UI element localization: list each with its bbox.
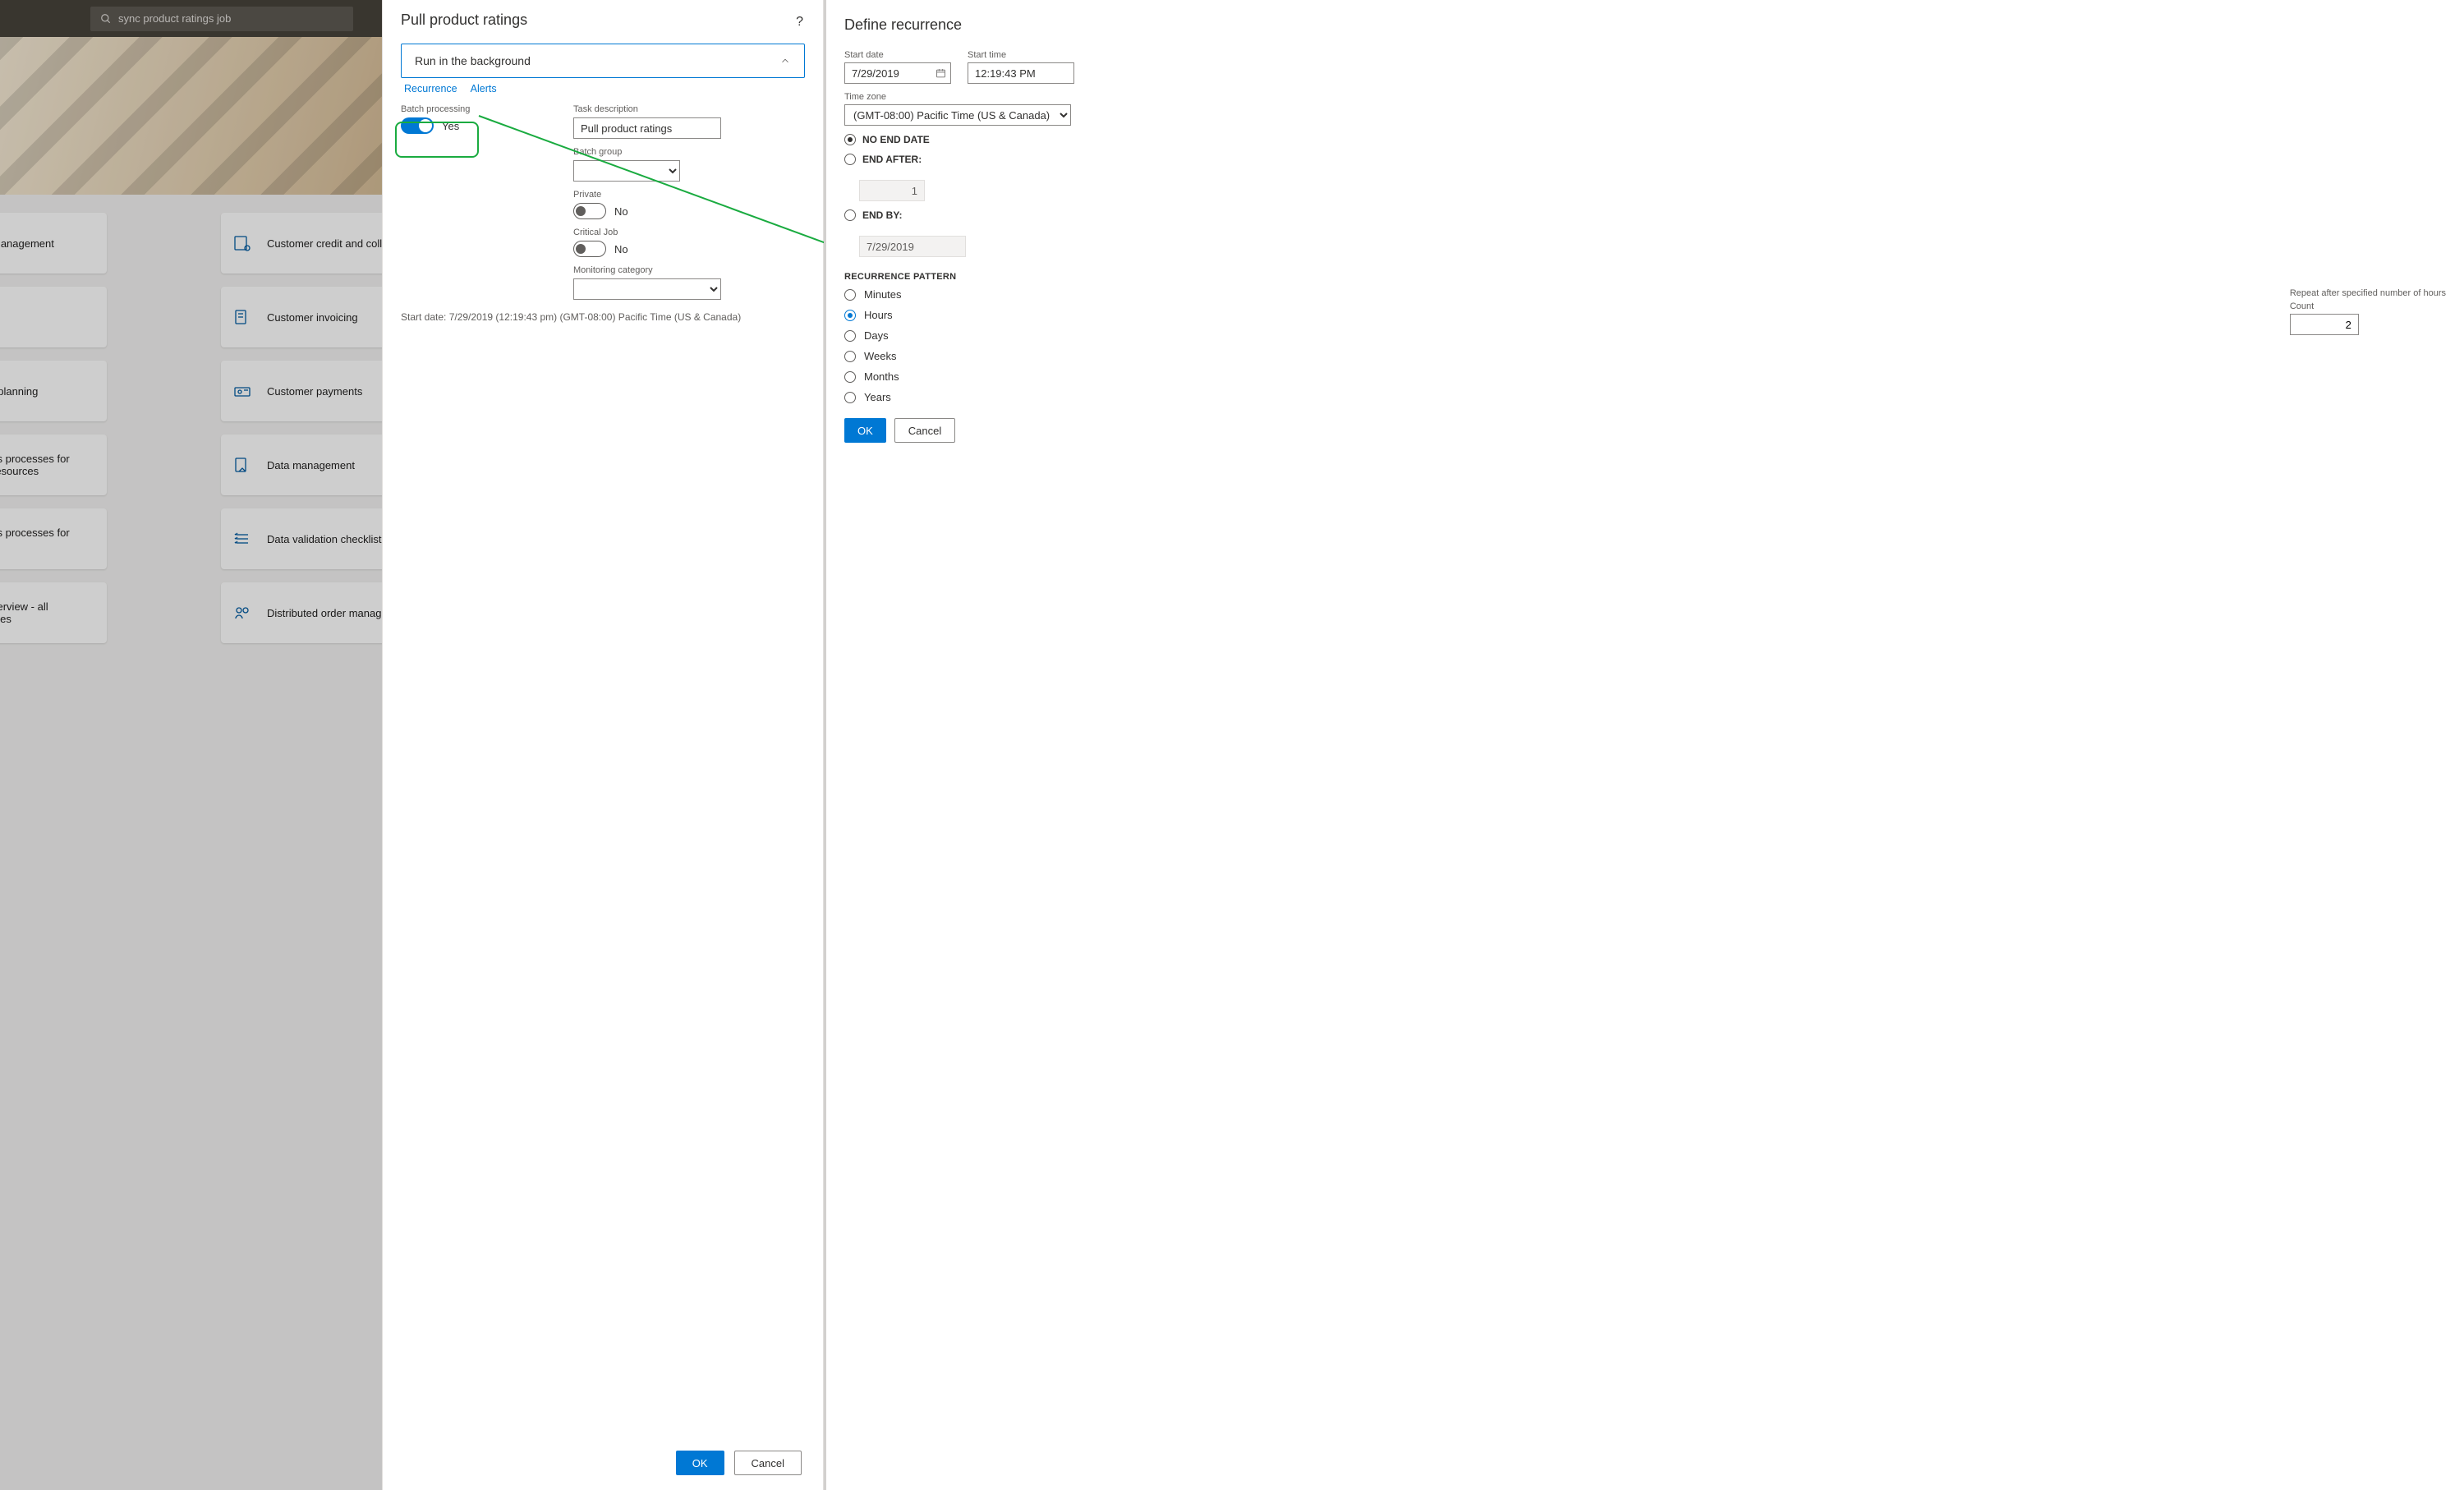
panel-title: Pull product ratings (401, 11, 805, 29)
task-description-input[interactable] (573, 117, 721, 139)
radio-icon (844, 392, 856, 403)
end-by-value (859, 236, 966, 257)
ok-button[interactable]: OK (676, 1451, 724, 1475)
critical-job-toggle[interactable]: No (573, 241, 805, 257)
repeat-hint: Repeat after specified number of hours (2290, 288, 2446, 298)
unit-hours[interactable]: Hours (844, 309, 902, 321)
unit-label: Years (864, 391, 891, 403)
unit-label: Minutes (864, 288, 902, 301)
recurrence-pattern-title: RECURRENCE PATTERN (844, 272, 2446, 282)
unit-label: Months (864, 370, 899, 383)
unit-label: Days (864, 329, 889, 342)
radio-icon (844, 154, 856, 165)
radio-icon (844, 289, 856, 301)
section-title: Run in the background (415, 54, 531, 67)
radio-icon (844, 371, 856, 383)
recurrence-cancel-button[interactable]: Cancel (894, 418, 955, 443)
timezone-label: Time zone (844, 92, 2446, 102)
batch-processing-value: Yes (442, 120, 459, 132)
recurrence-title: Define recurrence (844, 16, 2446, 34)
end-after-value (859, 180, 925, 201)
unit-label: Weeks (864, 350, 897, 362)
start-date-input[interactable] (844, 62, 951, 84)
define-recurrence-panel: Define recurrence Start date Start time … (824, 0, 2464, 1490)
help-icon[interactable]: ? (796, 15, 803, 30)
unit-days[interactable]: Days (844, 329, 902, 342)
private-value: No (614, 205, 628, 218)
batch-processing-toggle[interactable]: Yes (401, 117, 549, 134)
cancel-button[interactable]: Cancel (734, 1451, 802, 1475)
radio-icon (844, 310, 856, 321)
batch-group-select[interactable] (573, 160, 680, 182)
pull-product-ratings-panel: ? Pull product ratings Run in the backgr… (382, 0, 824, 1490)
alerts-link[interactable]: Alerts (471, 83, 497, 94)
start-date-label: Start date (844, 50, 951, 60)
batch-group-label: Batch group (573, 147, 805, 157)
monitoring-category-label: Monitoring category (573, 265, 805, 275)
end-by-label: END BY: (862, 209, 902, 221)
radio-icon (844, 351, 856, 362)
end-by-option[interactable]: END BY: (844, 209, 2446, 257)
section-links: Recurrence Alerts (404, 83, 802, 94)
recurrence-ok-button[interactable]: OK (844, 418, 886, 443)
unit-minutes[interactable]: Minutes (844, 288, 902, 301)
no-end-date-label: NO END DATE (862, 134, 930, 145)
run-in-background-section[interactable]: Run in the background (401, 44, 805, 78)
unit-months[interactable]: Months (844, 370, 902, 383)
unit-label: Hours (864, 309, 893, 321)
end-after-option[interactable]: END AFTER: (844, 154, 2446, 201)
no-end-date-option[interactable]: NO END DATE (844, 134, 2446, 145)
start-date-hint: Start date: 7/29/2019 (12:19:43 pm) (GMT… (401, 311, 805, 323)
end-after-label: END AFTER: (862, 154, 922, 165)
count-input[interactable] (2290, 314, 2359, 335)
private-toggle[interactable]: No (573, 203, 805, 219)
radio-icon (844, 134, 856, 145)
radio-icon (844, 330, 856, 342)
timezone-select[interactable]: (GMT-08:00) Pacific Time (US & Canada) (844, 104, 1071, 126)
count-label: Count (2290, 301, 2446, 311)
private-label: Private (573, 190, 805, 200)
critical-job-label: Critical Job (573, 228, 805, 237)
monitoring-category-select[interactable] (573, 278, 721, 300)
unit-weeks[interactable]: Weeks (844, 350, 902, 362)
chevron-up-icon (779, 55, 791, 67)
task-description-label: Task description (573, 104, 805, 114)
unit-years[interactable]: Years (844, 391, 902, 403)
critical-job-value: No (614, 243, 628, 255)
recurrence-footer: OK Cancel (844, 418, 2446, 443)
batch-processing-label: Batch processing (401, 104, 549, 114)
start-time-label: Start time (968, 50, 1074, 60)
recurrence-link[interactable]: Recurrence (404, 83, 457, 94)
panel-footer: OK Cancel (676, 1451, 802, 1475)
start-time-input[interactable] (968, 62, 1074, 84)
radio-icon (844, 209, 856, 221)
